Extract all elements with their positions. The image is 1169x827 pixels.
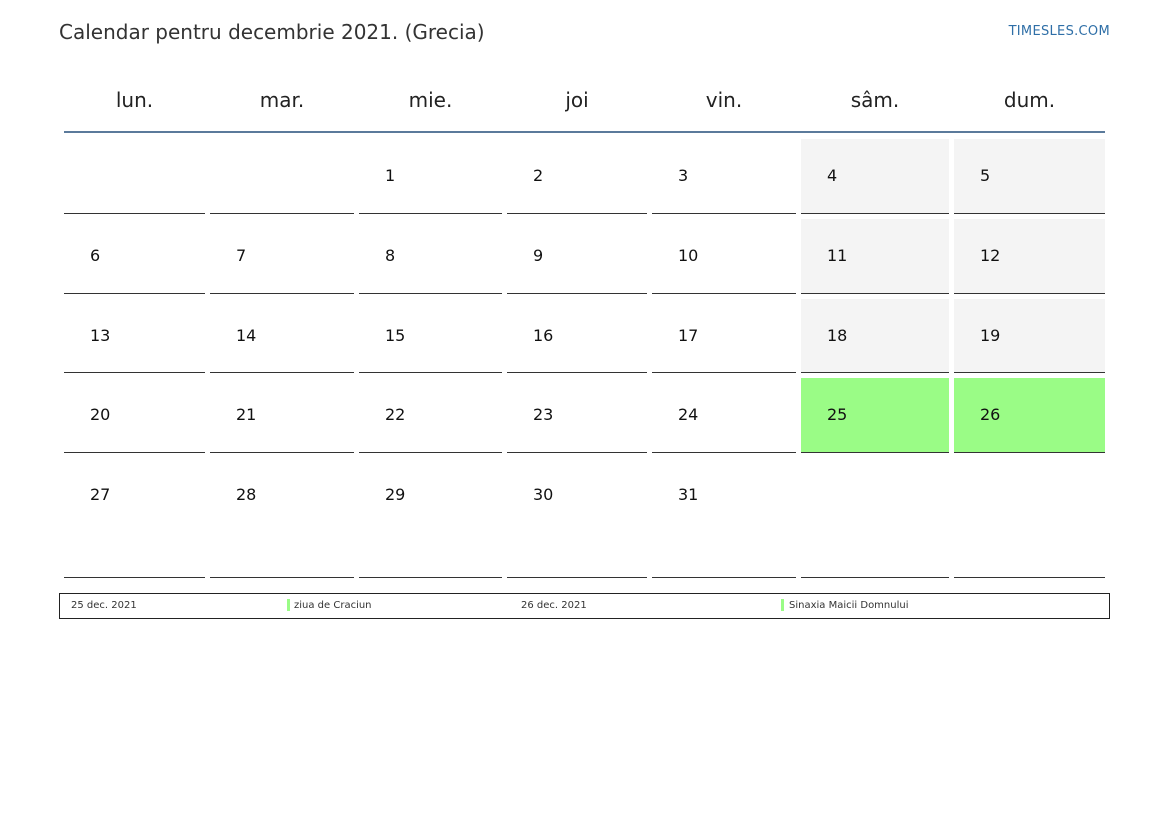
day-cell: 16 xyxy=(507,299,647,373)
day-number: 25 xyxy=(827,405,848,424)
weekday-header-row: lun. mar. mie. joi vin. sâm. dum. xyxy=(0,82,1169,116)
day-number: 19 xyxy=(980,326,1001,345)
empty-day-cell xyxy=(210,139,354,214)
day-number: 12 xyxy=(980,246,1001,265)
page-title: Calendar pentru decembrie 2021. (Grecia) xyxy=(59,20,485,44)
day-cell: 23 xyxy=(507,378,647,453)
day-number: 5 xyxy=(980,166,991,185)
day-number: 9 xyxy=(533,246,544,265)
day-number: 18 xyxy=(827,326,848,345)
day-number: 23 xyxy=(533,405,554,424)
legend-date: 25 dec. 2021 xyxy=(71,600,137,611)
day-cell: 3 xyxy=(652,139,796,214)
day-number: 22 xyxy=(385,405,406,424)
weekday-label: dum. xyxy=(1003,88,1056,112)
legend-holiday-name: Sinaxia Maicii Domnului xyxy=(789,600,909,611)
day-cell: 22 xyxy=(359,378,502,453)
day-cell: 12 xyxy=(954,219,1105,294)
day-number: 28 xyxy=(236,485,257,504)
day-number: 15 xyxy=(385,326,406,345)
day-cell: 10 xyxy=(652,219,796,294)
day-cell: 9 xyxy=(507,219,647,294)
day-number: 1 xyxy=(385,166,396,185)
day-cell: 15 xyxy=(359,299,502,373)
day-number: 16 xyxy=(533,326,554,345)
legend-date: 26 dec. 2021 xyxy=(521,600,587,611)
weekday-label: vin. xyxy=(705,88,743,112)
day-cell: 14 xyxy=(210,299,354,373)
day-number: 17 xyxy=(678,326,699,345)
empty-day-cell xyxy=(64,139,205,214)
weekday-label: lun. xyxy=(115,88,154,112)
day-number: 21 xyxy=(236,405,257,424)
brand-link[interactable]: TIMESLES.COM xyxy=(1008,24,1110,39)
day-cell: 29 xyxy=(359,458,502,578)
day-cell: 2 xyxy=(507,139,647,214)
day-number: 30 xyxy=(533,485,554,504)
weekday-label: mar. xyxy=(259,88,305,112)
day-cell: 19 xyxy=(954,299,1105,373)
day-number: 24 xyxy=(678,405,699,424)
holiday-color-marker xyxy=(781,599,784,611)
day-number: 6 xyxy=(90,246,101,265)
legend-holiday-name: ziua de Craciun xyxy=(294,600,372,611)
day-number: 27 xyxy=(90,485,111,504)
day-cell: 21 xyxy=(210,378,354,453)
day-cell: 26 xyxy=(954,378,1105,453)
day-number: 8 xyxy=(385,246,396,265)
empty-day-cell xyxy=(954,458,1105,578)
day-number: 4 xyxy=(827,166,838,185)
day-number: 31 xyxy=(678,485,699,504)
day-number: 26 xyxy=(980,405,1001,424)
day-cell: 27 xyxy=(64,458,205,578)
day-cell: 4 xyxy=(801,139,949,214)
day-cell: 28 xyxy=(210,458,354,578)
weekday-label: sâm. xyxy=(850,88,900,112)
day-number: 3 xyxy=(678,166,689,185)
day-cell: 20 xyxy=(64,378,205,453)
day-number: 7 xyxy=(236,246,247,265)
day-cell: 1 xyxy=(359,139,502,214)
day-cell: 30 xyxy=(507,458,647,578)
day-number: 10 xyxy=(678,246,699,265)
day-cell: 8 xyxy=(359,219,502,294)
day-number: 2 xyxy=(533,166,544,185)
day-number: 20 xyxy=(90,405,111,424)
weekday-label: joi xyxy=(565,88,589,112)
day-number: 29 xyxy=(385,485,406,504)
header-divider xyxy=(64,131,1105,133)
day-cell: 11 xyxy=(801,219,949,294)
day-cell: 5 xyxy=(954,139,1105,214)
day-cell: 7 xyxy=(210,219,354,294)
holiday-legend: 25 dec. 2021 ziua de Craciun 26 dec. 202… xyxy=(59,593,1110,619)
day-cell: 18 xyxy=(801,299,949,373)
holiday-color-marker xyxy=(287,599,290,611)
day-cell: 6 xyxy=(64,219,205,294)
weekday-label: mie. xyxy=(408,88,453,112)
day-cell: 13 xyxy=(64,299,205,373)
day-number: 11 xyxy=(827,246,848,265)
day-number: 14 xyxy=(236,326,257,345)
day-cell: 24 xyxy=(652,378,796,453)
day-cell: 31 xyxy=(652,458,796,578)
day-cell: 17 xyxy=(652,299,796,373)
day-number: 13 xyxy=(90,326,111,345)
empty-day-cell xyxy=(801,458,949,578)
day-cell: 25 xyxy=(801,378,949,453)
